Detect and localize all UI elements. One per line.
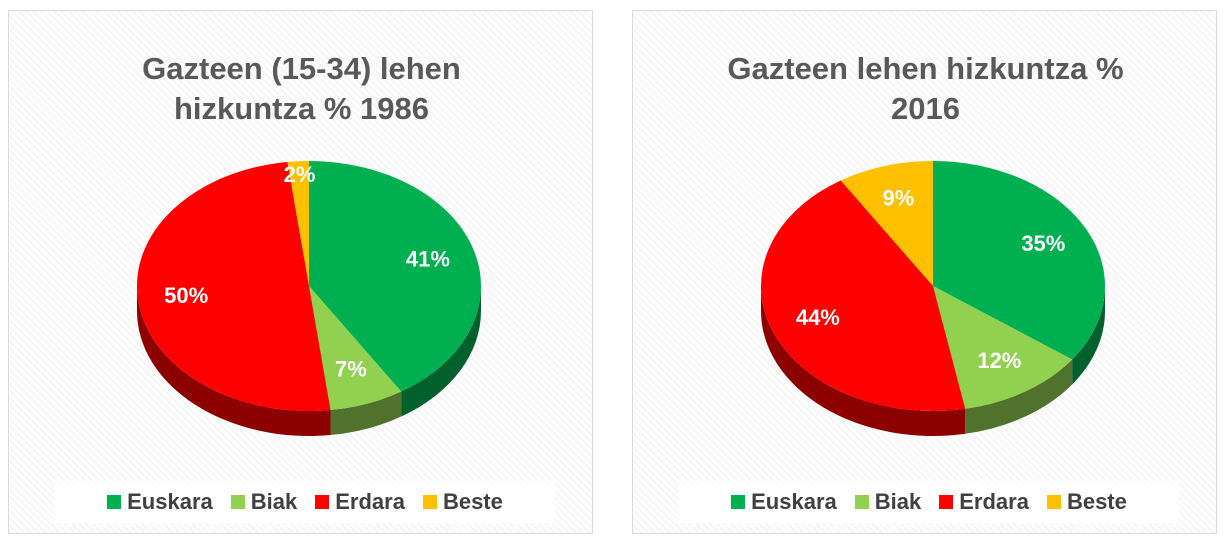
data-label: 50%	[164, 283, 208, 308]
legend-item: Erdara	[315, 489, 405, 515]
legend-item: Biak	[854, 489, 922, 515]
legend-item: Euskara	[731, 489, 837, 515]
slice-side	[137, 286, 331, 436]
legend-swatch	[1046, 495, 1061, 509]
pie-slice	[760, 180, 966, 412]
data-label: 9%	[883, 185, 915, 210]
legend-swatch	[939, 495, 954, 509]
legend-swatch	[230, 495, 245, 509]
chart-panel: Gazteen (15-34) lehen hizkuntza % 1986 41…	[8, 10, 593, 534]
slice-side	[761, 286, 966, 437]
pie-slice	[137, 161, 331, 412]
legend-label: Euskara	[751, 489, 837, 514]
data-label: 44%	[796, 305, 840, 330]
legend-item: Beste	[1046, 489, 1127, 515]
legend-swatch	[422, 495, 437, 509]
pie-slice	[933, 161, 1105, 360]
legend-item: Euskara	[107, 489, 213, 515]
pie-slice	[933, 286, 1073, 409]
data-label: 2%	[284, 162, 316, 187]
pie-slice	[840, 161, 933, 286]
chart-panel: Gazteen lehen hizkuntza % 2016 35% 12% 44% 9…	[632, 10, 1217, 534]
legend: Euskara Biak Erdara Beste	[679, 481, 1179, 523]
legend: Euskara Biak Erdara Beste	[55, 481, 555, 523]
data-label: 7%	[335, 356, 367, 381]
legend-label: Beste	[442, 489, 503, 514]
chart-title: Gazteen lehen hizkuntza % 2016	[727, 51, 1124, 126]
pie-slice	[309, 286, 402, 411]
chart-title: Gazteen (15-34) lehen hizkuntza % 1986	[142, 51, 461, 126]
legend-swatch	[854, 495, 869, 509]
data-label: 12%	[977, 348, 1021, 373]
slice-side	[965, 359, 1073, 434]
pie-slice	[287, 161, 309, 286]
legend-label: Beste	[1066, 489, 1127, 514]
pie-chart: 35% 12% 44% 9%	[760, 161, 1105, 437]
pie-slice	[309, 161, 482, 392]
slice-side	[401, 286, 481, 417]
legend-item: Erdara	[939, 489, 1029, 515]
legend-item: Biak	[230, 489, 298, 515]
data-label: 35%	[1021, 231, 1065, 256]
data-label: 41%	[406, 247, 450, 272]
slice-side	[1072, 286, 1105, 385]
legend-swatch	[315, 495, 330, 509]
slice-side	[330, 391, 402, 436]
legend-label: Euskara	[127, 489, 213, 514]
legend-label: Erdara	[335, 489, 405, 514]
pie-chart: 41% 7% 50% 2%	[137, 161, 482, 436]
legend-swatch	[107, 495, 122, 509]
legend-label: Biak	[874, 489, 922, 514]
legend-item: Beste	[422, 489, 503, 515]
legend-swatch	[731, 495, 746, 509]
legend-label: Erdara	[959, 489, 1029, 514]
legend-label: Biak	[250, 489, 298, 514]
